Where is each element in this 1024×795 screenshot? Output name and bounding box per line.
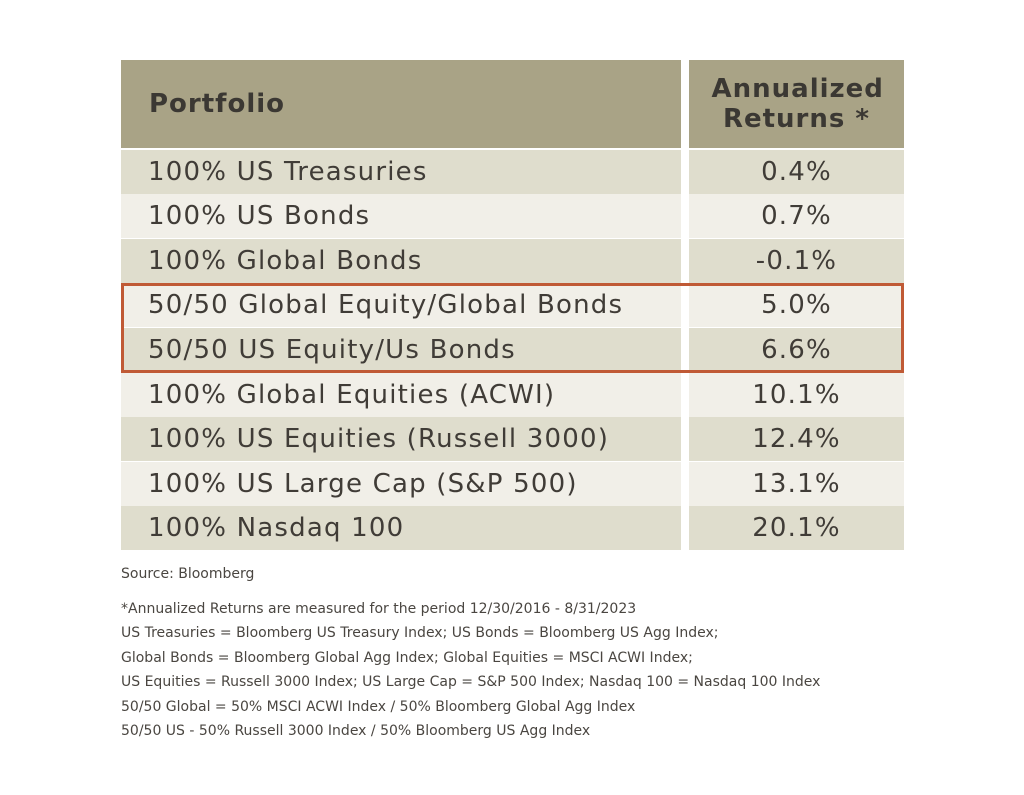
table-row-return: 10.1% (689, 372, 904, 417)
highlight-box (121, 283, 904, 373)
table-row-return: 13.1% (689, 461, 904, 506)
header-portfolio: Portfolio (121, 60, 681, 148)
table-row-return: 12.4% (689, 417, 904, 462)
table-row-portfolio: 100% US Bonds (121, 194, 681, 239)
table-row-return: 0.7% (689, 194, 904, 239)
header-annualized-returns: Annualized Returns * (689, 60, 904, 148)
footnote-line: 50/50 US - 50% Russell 3000 Index / 50% … (121, 723, 591, 740)
footnote-line: US Treasuries = Bloomberg US Treasury In… (121, 625, 719, 642)
table-row-return: -0.1% (689, 238, 904, 283)
footnotes: *Annualized Returns are measured for the… (121, 597, 820, 743)
table-row-portfolio: 100% Nasdaq 100 (121, 506, 681, 551)
table-row-return: 20.1% (689, 506, 904, 551)
table-row-return: 6.6% (689, 327, 904, 372)
table-row-portfolio: 100% US Treasuries (121, 149, 681, 194)
table-row-return: 5.0% (689, 283, 904, 328)
footnote-line: US Equities = Russell 3000 Index; US Lar… (121, 674, 821, 691)
footnote-line: *Annualized Returns are measured for the… (121, 601, 637, 617)
header-annualized-returns-label: Annualized Returns * (711, 74, 884, 134)
table-row-portfolio: 100% US Equities (Russell 3000) (121, 417, 681, 462)
table-row-portfolio: 100% Global Bonds (121, 238, 681, 283)
table-row-return: 0.4% (689, 149, 904, 194)
table-row-portfolio: 50/50 US Equity/Us Bonds (121, 327, 681, 372)
footnote-line: 50/50 Global = 50% MSCI ACWI Index / 50%… (121, 698, 636, 715)
table-row-portfolio: 50/50 Global Equity/Global Bonds (121, 283, 681, 328)
table-row-portfolio: 100% Global Equities (ACWI) (121, 372, 681, 417)
footnote-line: Global Bonds = Bloomberg Global Agg Inde… (121, 649, 693, 666)
table-row-portfolio: 100% US Large Cap (S&P 500) (121, 461, 681, 506)
source-note: Source: Bloomberg (121, 566, 255, 582)
